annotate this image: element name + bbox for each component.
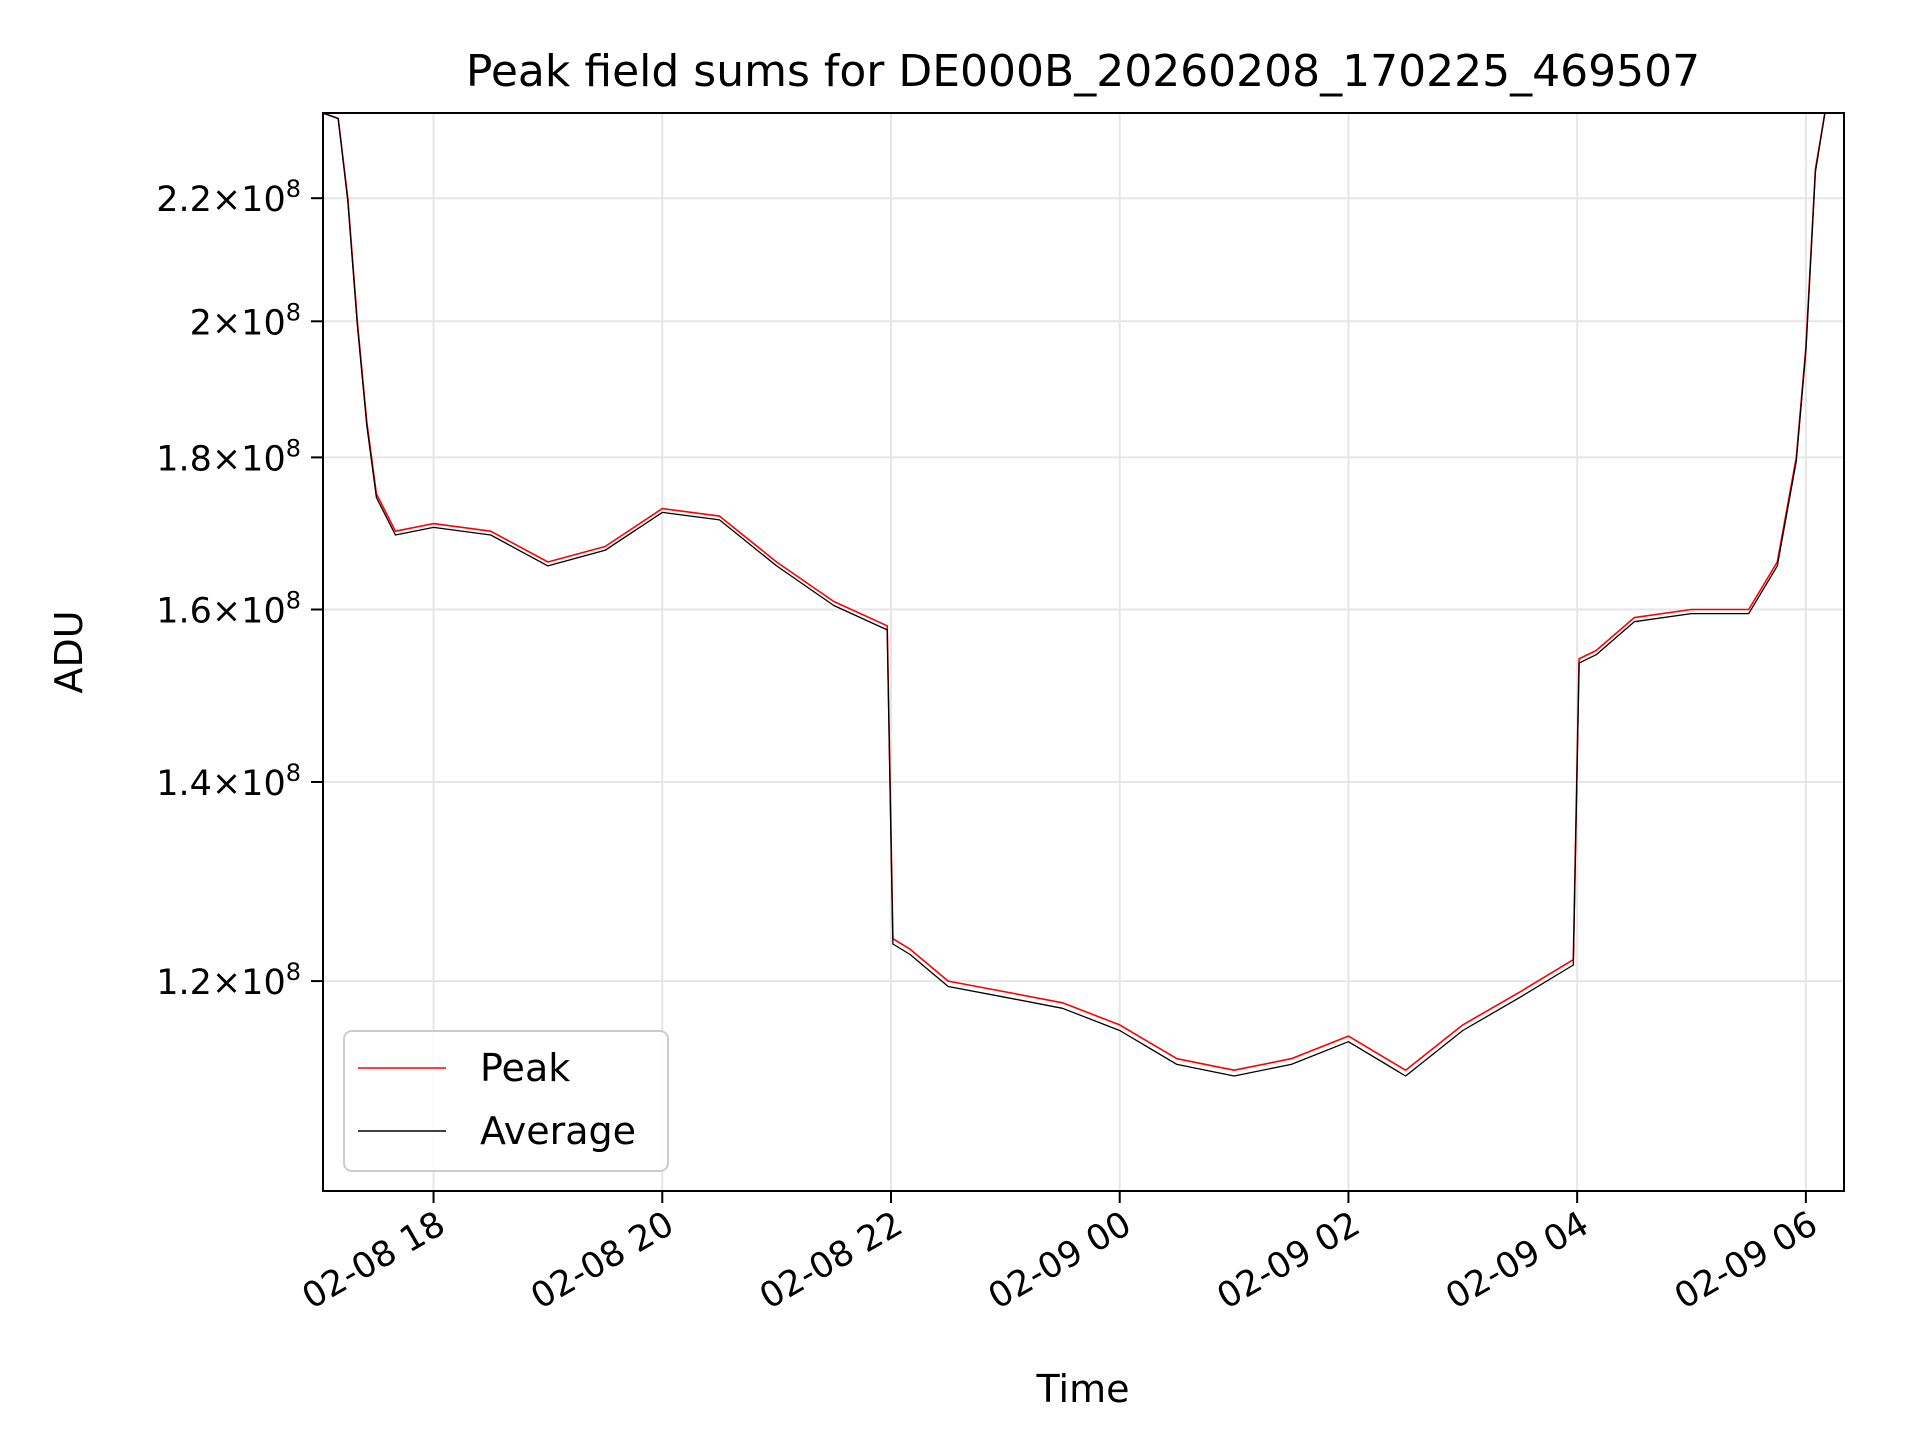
y-tick-label: 1.8×108: [156, 434, 301, 479]
series-line-peak: [323, 113, 1826, 1071]
grid: [323, 113, 1844, 1191]
y-tick-label: 1.4×108: [156, 759, 301, 804]
y-tick-label: 1.6×108: [156, 587, 301, 632]
legend-peak-label: Peak: [480, 1046, 570, 1090]
series-line-average: [323, 113, 1826, 1077]
y-tick-label: 1.2×108: [156, 958, 301, 1003]
series-layer: [323, 113, 1826, 1077]
x-axis-label: Time: [1036, 1367, 1130, 1411]
legend: Peak Average: [343, 1030, 669, 1172]
y-tick-label: 2×108: [190, 298, 301, 343]
y-tick-label: 2.2×108: [156, 175, 301, 220]
y-axis: 1.2×108 1.4×108 1.6×108 1.8×108 2×108 2.2×108: [156, 175, 323, 1003]
legend-average-label: Average: [480, 1109, 636, 1153]
legend-box: [343, 1030, 669, 1172]
plot-frame: [322, 112, 1845, 1192]
y-axis-label: ADU: [47, 610, 91, 693]
chart-title: Peak field sums for DE000B_20260208_1702…: [466, 46, 1700, 97]
